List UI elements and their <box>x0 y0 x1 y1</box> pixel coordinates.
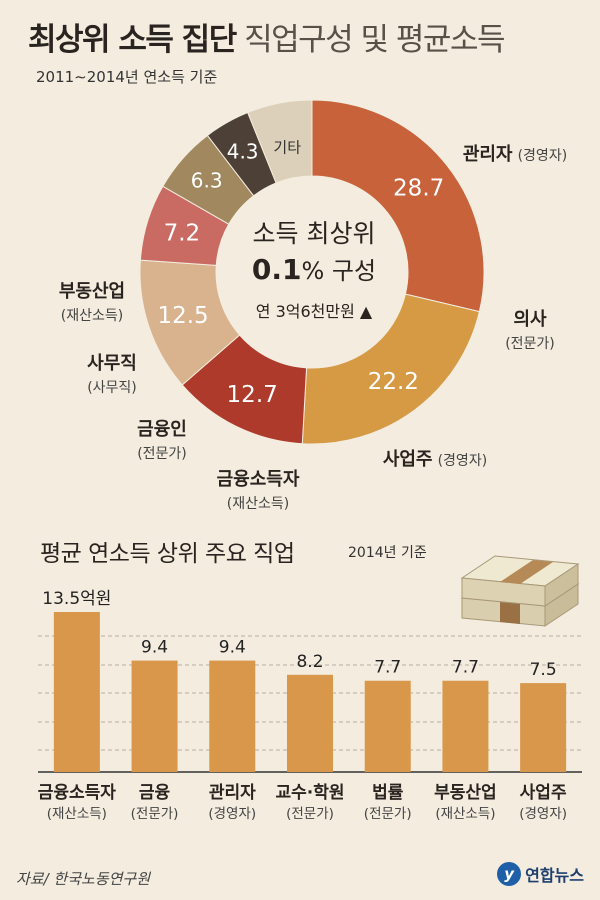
donut-slice-value: 기타 <box>273 138 301 156</box>
donut-center-line3: 연 3억6천만원 ▲ <box>214 298 414 322</box>
bar-category-label: 법률 (전문가) <box>338 782 438 823</box>
bar <box>53 612 100 772</box>
bar-category-note: (경영자) <box>519 805 568 822</box>
donut-category-note: (경영자) <box>437 453 488 469</box>
donut-center-pct: 0.1 <box>251 253 302 286</box>
donut-category-note: (재산소득) <box>60 308 124 325</box>
money-stack-icon <box>460 555 580 627</box>
donut-category-label: 금융인 (전문가) <box>107 418 217 464</box>
title-light: 직업구성 및 평균소득 <box>244 22 505 58</box>
yonhap-logo-text: 연합뉴스 <box>525 866 584 885</box>
bar-category-note: (전문가) <box>130 805 179 822</box>
up-arrow-icon: ▲ <box>359 302 373 321</box>
title-bold: 최상위 소득 집단 <box>28 22 237 58</box>
bar-category-name: 법률 <box>372 783 404 803</box>
donut-category-name: 의사 <box>513 309 547 330</box>
bar-category-name: 금융소득자 <box>37 783 116 803</box>
donut-category-label: 사업주 (경영자) <box>360 448 510 472</box>
bar-category-label: 금융소득자 (재산소득) <box>27 782 127 823</box>
bar-value-label: 7.5 <box>530 660 557 680</box>
bar-value-label: 9.4 <box>219 638 246 658</box>
donut-category-note: (재산소득) <box>226 496 290 513</box>
bar-category-label: 부동산업 (재산소득) <box>415 782 515 823</box>
yonhap-logo: y 연합뉴스 <box>497 862 584 886</box>
bar-value-label: 8.2 <box>296 652 323 672</box>
donut-category-note: (전문가) <box>505 336 555 353</box>
bar-category-label: 교수·학원 (전문가) <box>260 782 360 823</box>
donut-category-label: 금융소득자 (재산소득) <box>203 468 313 514</box>
donut-category-name: 부동산업 <box>58 281 126 302</box>
donut-slice-value: 12.7 <box>227 382 278 408</box>
source-note: 자료/ 한국노동연구원 <box>16 870 151 888</box>
bar-chart-title: 평균 연소득 상위 주요 직업 <box>40 541 295 567</box>
donut-center-line1: 소득 최상위 <box>252 219 376 248</box>
donut-category-note: (사무직) <box>87 380 137 397</box>
donut-center-income: 연 3억6천만원 <box>255 302 355 321</box>
donut-slice-value: 4.3 <box>227 139 259 163</box>
bar-value-label: 7.7 <box>452 658 479 678</box>
bar <box>520 683 567 772</box>
donut-slice-value: 12.5 <box>157 303 208 329</box>
donut-center-pct-unit: % 구성 <box>301 257 377 285</box>
bar-category-name: 부동산업 <box>434 783 497 803</box>
donut-category-label: 관리자 (경영자) <box>440 143 590 167</box>
bar-value-label: 7.7 <box>374 658 401 678</box>
bar <box>209 660 256 772</box>
subtitle: 2011∼2014년 연소득 기준 <box>36 68 218 86</box>
donut-slice <box>301 293 480 445</box>
yonhap-logo-icon: y <box>497 862 522 886</box>
bar-category-note: (재산소득) <box>46 805 107 822</box>
donut-category-label: 의사 (전문가) <box>475 308 585 354</box>
bar-category-note: (경영자) <box>208 805 257 822</box>
bar-category-name: 사업주 <box>519 783 567 803</box>
donut-category-name: 사업주 <box>382 449 433 470</box>
donut-category-name: 금융소득자 <box>216 469 300 490</box>
bar <box>364 680 411 772</box>
donut-category-label: 부동산업 (재산소득) <box>37 280 147 326</box>
bar-category-note: (전문가) <box>363 805 412 822</box>
bar-value-label: 13.5억원 <box>42 589 111 609</box>
bar <box>287 674 333 772</box>
bar-category-note: (재산소득) <box>435 805 496 822</box>
donut-category-note: (전문가) <box>137 446 187 463</box>
donut-chart: 28.7 22.2 12.7 12.5 7.2 6.34.3 기타 <box>139 99 485 445</box>
bar-category-label: 관리자 (경영자) <box>182 782 282 823</box>
donut-category-note: (경영자) <box>517 148 568 164</box>
bar-category-label: 금융 (전문가) <box>105 782 205 823</box>
bar <box>442 680 489 772</box>
donut-slice-value: 7.2 <box>164 220 201 246</box>
bar <box>131 660 178 772</box>
bar-category-name: 금융 <box>138 783 171 803</box>
donut-slice-value: 28.7 <box>393 176 444 202</box>
donut-slice <box>311 99 485 313</box>
page-title: 최상위 소득 집단 직업구성 및 평균소득 <box>28 14 505 59</box>
donut-category-label: 사무직 (사무직) <box>57 352 167 398</box>
bar-category-label: 사업주 (경영자) <box>493 782 593 823</box>
donut-category-name: 금융인 <box>137 419 187 440</box>
bar-category-note: (전문가) <box>286 805 334 822</box>
donut-center-line2: 0.1% 구성 <box>214 251 414 286</box>
donut-slice-value: 22.2 <box>368 369 419 395</box>
bar-category-name: 관리자 <box>208 783 256 803</box>
donut-slice-value: 6.3 <box>191 169 223 193</box>
bar-category-name: 교수·학원 <box>275 783 345 803</box>
bar-chart-note: 2014년 기준 <box>348 545 427 561</box>
donut-slice <box>247 99 313 184</box>
donut-category-name: 관리자 <box>462 144 513 165</box>
donut-category-name: 사무직 <box>87 353 137 374</box>
bar-value-label: 9.4 <box>141 638 168 658</box>
